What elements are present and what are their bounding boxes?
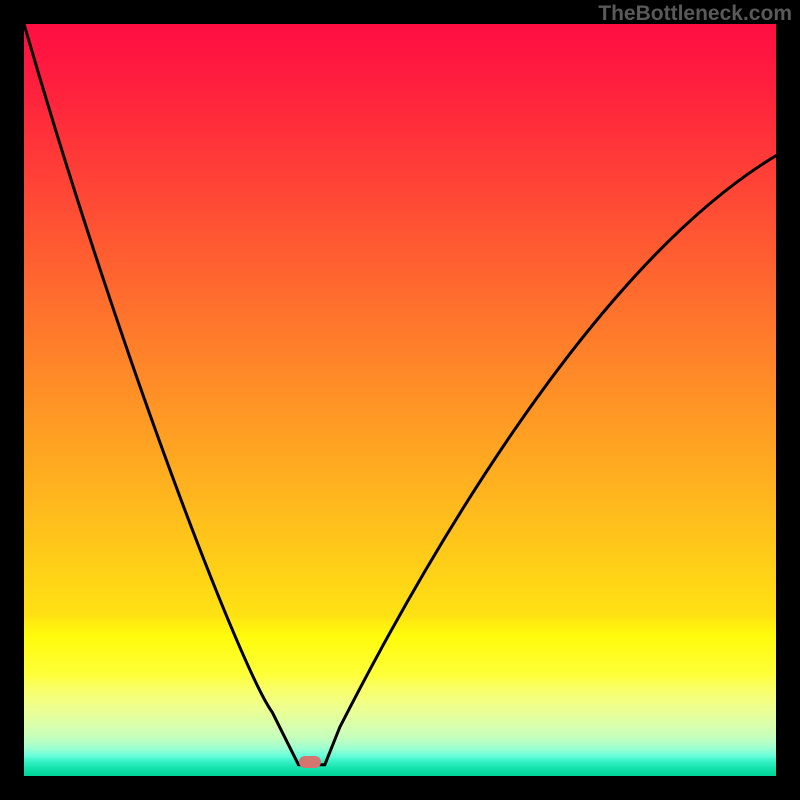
plot-area [24, 24, 776, 776]
chart-container: TheBottleneck.com [0, 0, 800, 800]
v-curve [24, 24, 776, 776]
watermark-text: TheBottleneck.com [598, 2, 792, 26]
minimum-marker [299, 756, 321, 768]
